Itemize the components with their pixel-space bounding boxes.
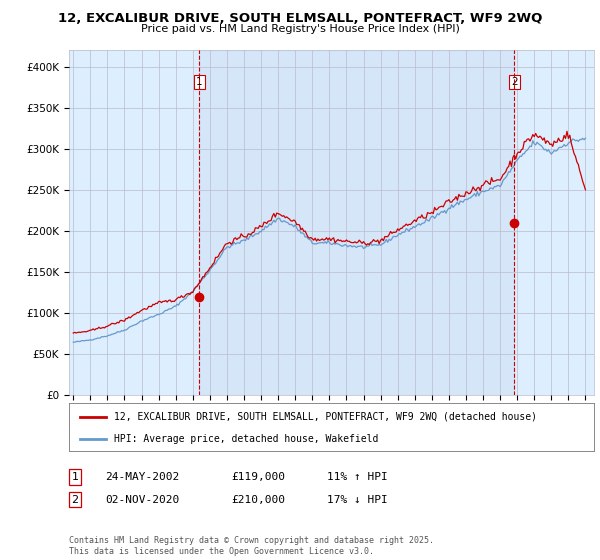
Text: 02-NOV-2020: 02-NOV-2020 [105, 494, 179, 505]
Text: 12, EXCALIBUR DRIVE, SOUTH ELMSALL, PONTEFRACT, WF9 2WQ: 12, EXCALIBUR DRIVE, SOUTH ELMSALL, PONT… [58, 12, 542, 25]
Text: 12, EXCALIBUR DRIVE, SOUTH ELMSALL, PONTEFRACT, WF9 2WQ (detached house): 12, EXCALIBUR DRIVE, SOUTH ELMSALL, PONT… [113, 412, 536, 422]
Text: Contains HM Land Registry data © Crown copyright and database right 2025.
This d: Contains HM Land Registry data © Crown c… [69, 536, 434, 556]
Text: 24-MAY-2002: 24-MAY-2002 [105, 472, 179, 482]
Text: 11% ↑ HPI: 11% ↑ HPI [327, 472, 388, 482]
Text: £210,000: £210,000 [231, 494, 285, 505]
Text: 17% ↓ HPI: 17% ↓ HPI [327, 494, 388, 505]
Text: HPI: Average price, detached house, Wakefield: HPI: Average price, detached house, Wake… [113, 434, 378, 444]
Text: 2: 2 [71, 494, 79, 505]
Text: Price paid vs. HM Land Registry's House Price Index (HPI): Price paid vs. HM Land Registry's House … [140, 24, 460, 34]
Text: 2: 2 [511, 77, 518, 87]
Text: £119,000: £119,000 [231, 472, 285, 482]
Text: 1: 1 [71, 472, 79, 482]
Text: 1: 1 [196, 77, 203, 87]
Bar [199, 50, 514, 395]
